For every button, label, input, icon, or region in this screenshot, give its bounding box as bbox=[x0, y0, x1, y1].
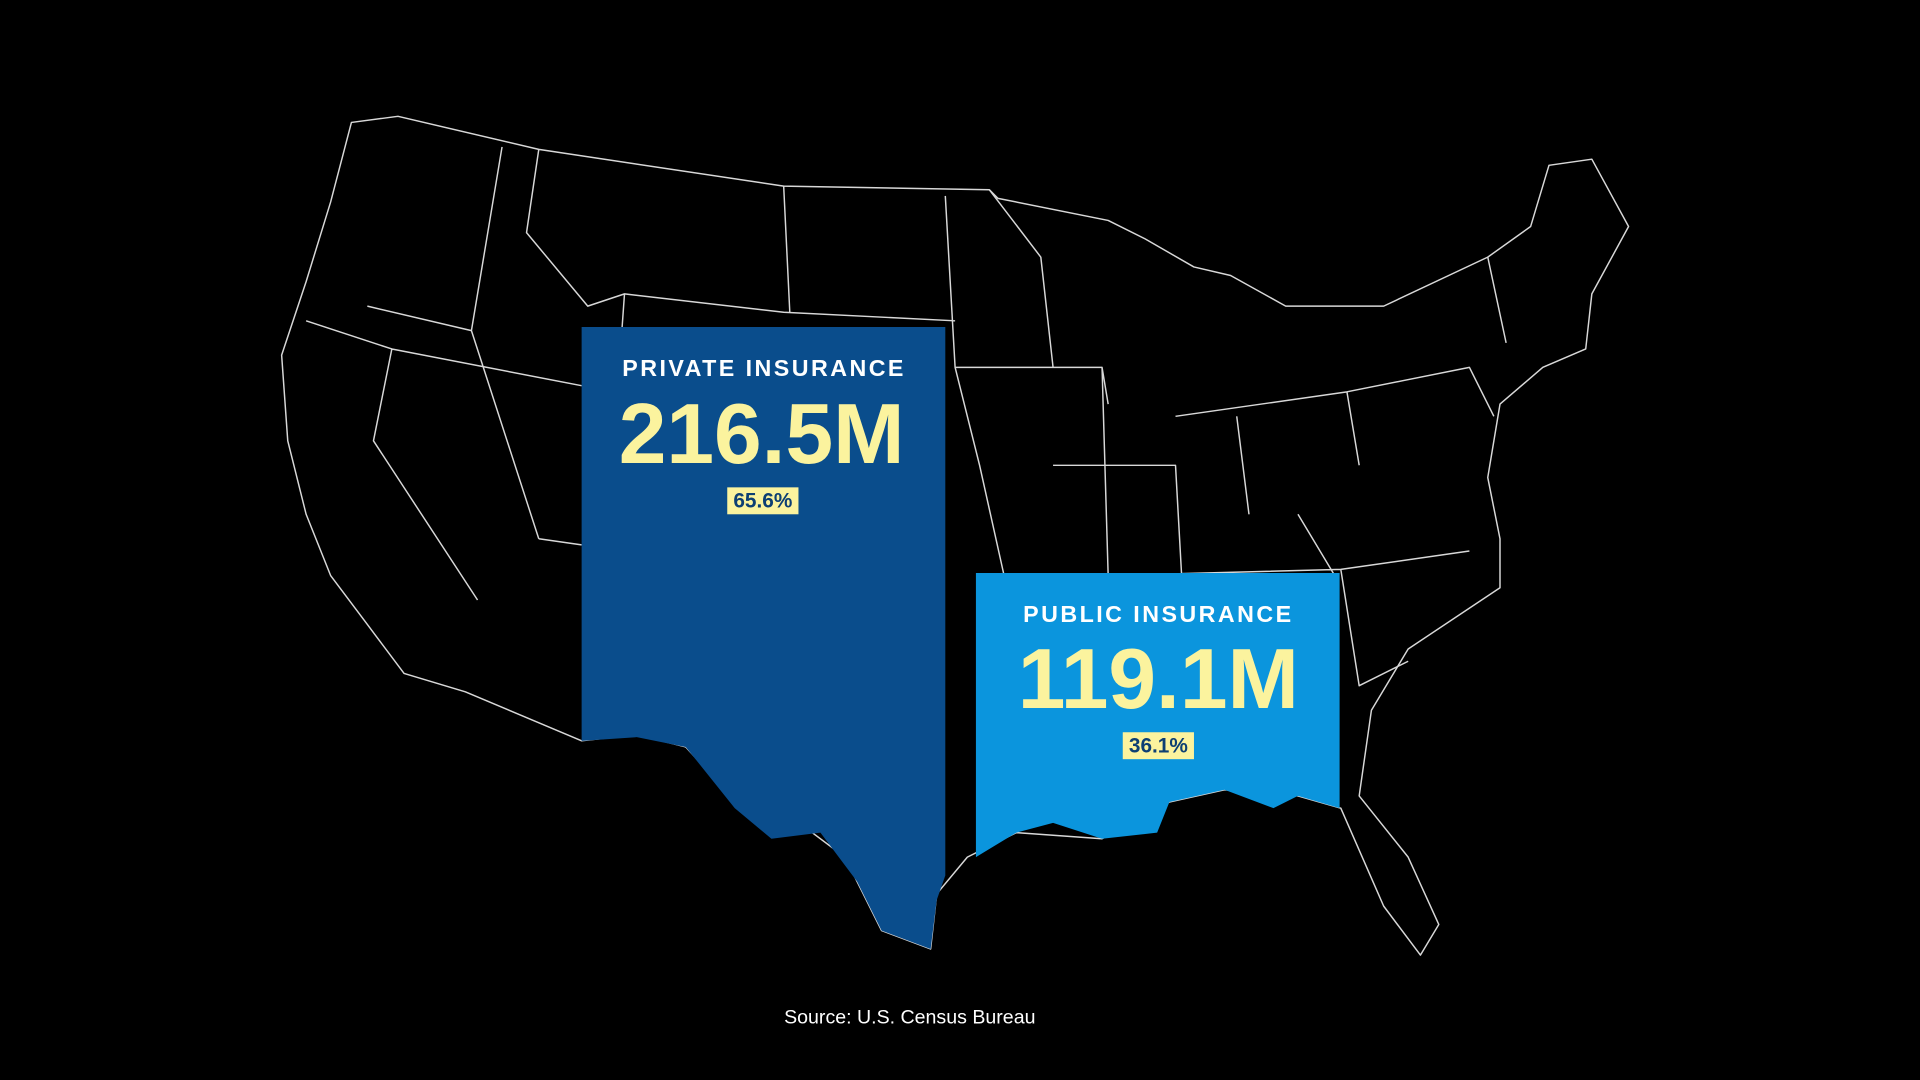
us-map bbox=[280, 115, 1630, 956]
panel-value: 119.1M bbox=[1018, 631, 1299, 727]
public-region bbox=[975, 573, 1340, 858]
panel-label: PUBLIC INSURANCE bbox=[1023, 601, 1293, 627]
panel-label: PRIVATE INSURANCE bbox=[622, 355, 906, 381]
share-badge bbox=[1122, 732, 1194, 760]
panel-value: 216.5M bbox=[619, 386, 905, 482]
share-badge bbox=[727, 487, 799, 515]
panel-share: 65.6% bbox=[733, 490, 792, 513]
private-region bbox=[581, 326, 946, 949]
us-outline bbox=[280, 115, 1630, 956]
panel-share: 36.1% bbox=[1129, 734, 1188, 757]
source: Source: U.S. Census Bureau bbox=[784, 1007, 1035, 1029]
